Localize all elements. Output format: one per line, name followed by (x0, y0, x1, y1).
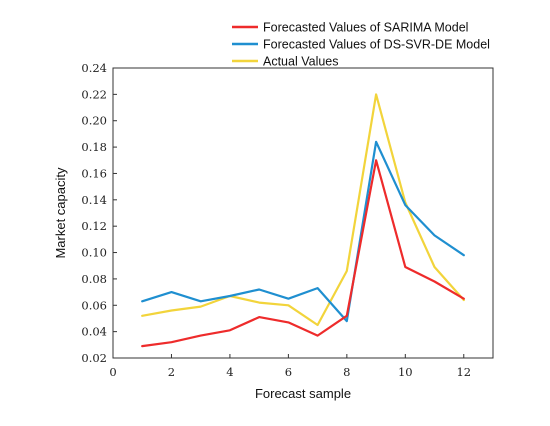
legend-label: Actual Values (263, 55, 339, 69)
x-tick-label: 8 (343, 365, 350, 379)
y-axis-label: Market capacity (53, 167, 68, 259)
series-line-1 (141, 159, 465, 348)
series-line-3 (141, 93, 465, 327)
x-axis: 0 2 4 6 8 10 12 (109, 354, 471, 379)
series-line-2 (141, 140, 465, 323)
legend-label: Forecasted Values of SARIMA Model (263, 21, 468, 35)
y-tick-label: 0.24 (81, 61, 107, 75)
x-tick-label: 12 (456, 365, 471, 379)
y-tick-label: 0.18 (81, 140, 107, 154)
y-tick-label: 0.14 (81, 193, 107, 207)
y-tick-label: 0.10 (81, 246, 107, 260)
legend-label: Forecasted Values of DS-SVR-DE Model (263, 38, 490, 52)
legend: Forecasted Values of SARIMA Model Forecas… (232, 21, 490, 69)
x-tick-label: 6 (285, 365, 292, 379)
y-tick-label: 0.08 (81, 272, 107, 286)
y-tick-label: 0.12 (81, 219, 107, 233)
y-tick-label: 0.04 (81, 325, 107, 339)
y-tick-label: 0.06 (81, 298, 107, 312)
y-tick-label: 0.20 (81, 114, 107, 128)
plot-frame (112, 67, 494, 359)
x-tick-label: 0 (109, 365, 116, 379)
y-tick-label: 0.02 (81, 351, 107, 365)
x-tick-label: 10 (398, 365, 413, 379)
series-lines (141, 93, 465, 348)
x-axis-label: Forecast sample (255, 386, 351, 401)
x-tick-label: 2 (168, 365, 175, 379)
y-axis: 0.02 0.04 0.06 0.08 0.10 0.12 0.14 0.16 0.18 0.20… (81, 61, 117, 365)
x-tick-label: 4 (226, 365, 233, 379)
y-tick-label: 0.16 (81, 166, 107, 180)
y-tick-label: 0.22 (81, 87, 107, 101)
